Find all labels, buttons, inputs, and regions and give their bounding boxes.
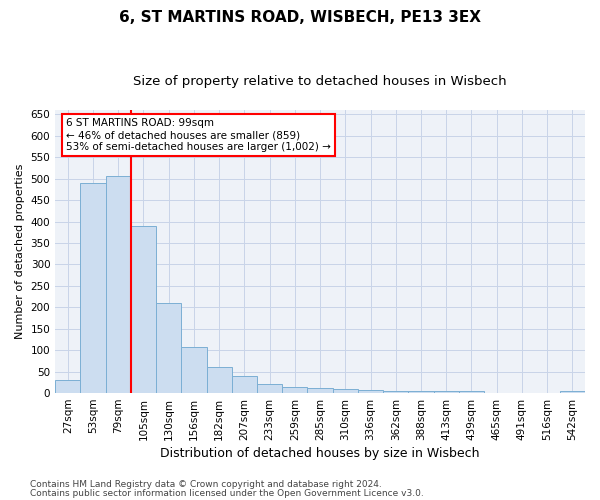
Bar [80, 183, 106, 393]
Bar [459, 392, 484, 393]
Bar [560, 392, 585, 393]
Text: 6 ST MARTINS ROAD: 99sqm
← 46% of detached houses are smaller (859)
53% of semi-: 6 ST MARTINS ROAD: 99sqm ← 46% of detach… [66, 118, 331, 152]
Bar [409, 392, 434, 393]
Bar [434, 392, 459, 393]
Bar [55, 380, 80, 393]
Text: Contains public sector information licensed under the Open Government Licence v3: Contains public sector information licen… [30, 489, 424, 498]
Bar [257, 384, 282, 393]
Title: Size of property relative to detached houses in Wisbech: Size of property relative to detached ho… [133, 75, 507, 88]
Bar [156, 303, 181, 393]
Bar [106, 176, 131, 393]
Y-axis label: Number of detached properties: Number of detached properties [15, 164, 25, 339]
Text: Contains HM Land Registry data © Crown copyright and database right 2024.: Contains HM Land Registry data © Crown c… [30, 480, 382, 489]
Bar [358, 390, 383, 393]
Bar [206, 368, 232, 393]
Bar [232, 376, 257, 393]
Bar [282, 387, 307, 393]
Bar [181, 347, 206, 393]
Bar [307, 388, 332, 393]
Bar [332, 389, 358, 393]
Bar [131, 226, 156, 393]
X-axis label: Distribution of detached houses by size in Wisbech: Distribution of detached houses by size … [160, 447, 480, 460]
Bar [383, 391, 409, 393]
Text: 6, ST MARTINS ROAD, WISBECH, PE13 3EX: 6, ST MARTINS ROAD, WISBECH, PE13 3EX [119, 10, 481, 25]
